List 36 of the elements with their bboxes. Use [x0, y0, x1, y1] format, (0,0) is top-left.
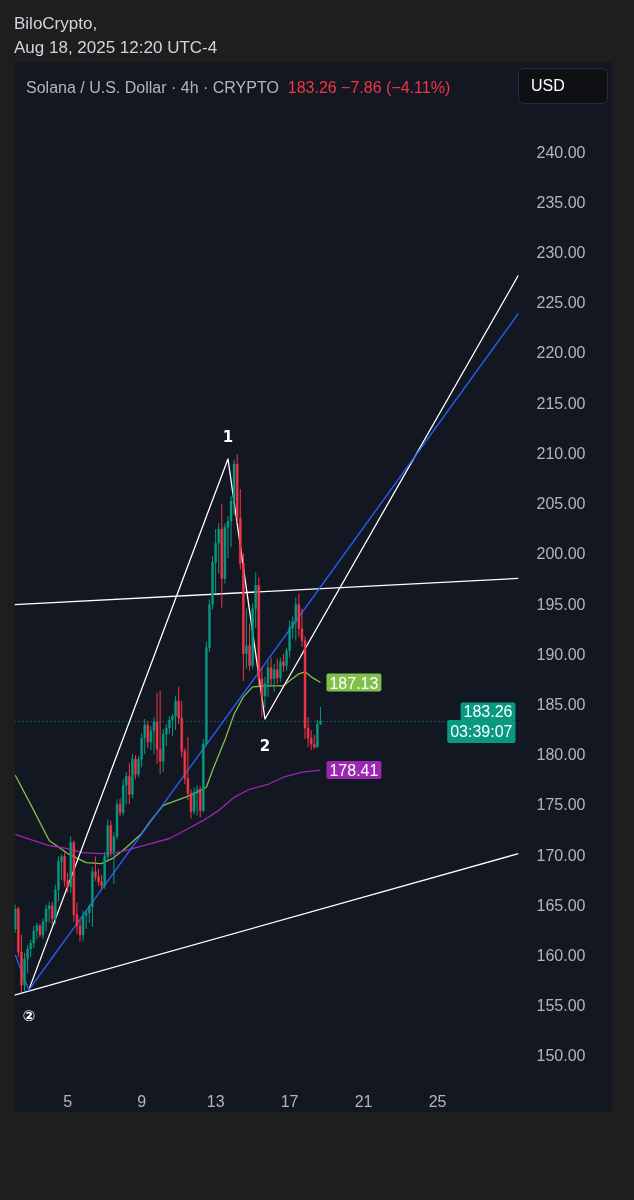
chart-title: Solana / U.S. Dollar · 4h · CRYPTO: [26, 79, 279, 96]
y-tick-label: 240.00: [536, 143, 586, 161]
y-tick-label: 205.00: [536, 495, 586, 513]
y-tick-label: 235.00: [536, 193, 586, 211]
y-tick-label: 220.00: [536, 344, 586, 362]
y-tick-label: 175.00: [536, 796, 586, 814]
text: USD: [518, 68, 608, 104]
y-tick-label: 190.00: [536, 645, 586, 663]
annotation: ②: [22, 1007, 36, 1026]
y-tick-label: 225.00: [536, 294, 586, 312]
x-tick-label: 17: [280, 1092, 299, 1110]
chart-subtitle: 183.26 −7.86 (−4.11%): [287, 79, 451, 96]
ref-line-label: 183.26 03:39:07: [450, 703, 513, 740]
text: Aug 18, 2025 12:20 UTC-4: [14, 38, 218, 57]
annotation: 2: [259, 737, 271, 756]
y-tick-label: 180.00: [536, 746, 586, 764]
y-tick-label: 210.00: [536, 444, 586, 462]
annotation: 1: [222, 427, 234, 446]
x-tick-label: 13: [206, 1092, 225, 1110]
x-tick-label: 25: [428, 1092, 447, 1110]
y-tick-label: 215.00: [536, 394, 586, 412]
y-tick-label: 170.00: [536, 846, 586, 864]
x-tick-label: 5: [63, 1092, 73, 1110]
y-tick-label: 150.00: [536, 1047, 586, 1065]
y-tick-label: 200.00: [536, 545, 586, 563]
y-tick-label: 155.00: [536, 997, 586, 1015]
x-tick-label: 21: [354, 1092, 373, 1110]
y-tick-label: 160.00: [536, 946, 586, 964]
data-label: 187.13: [329, 674, 379, 692]
text: BiloCrypto,: [14, 14, 98, 33]
y-tick-label: 185.00: [536, 695, 586, 713]
x-tick-label: 9: [137, 1092, 147, 1110]
y-tick-label: 195.00: [536, 595, 586, 613]
data-label: 178.41: [329, 762, 379, 780]
y-tick-label: 165.00: [536, 896, 586, 914]
y-tick-label: 230.00: [536, 244, 586, 262]
